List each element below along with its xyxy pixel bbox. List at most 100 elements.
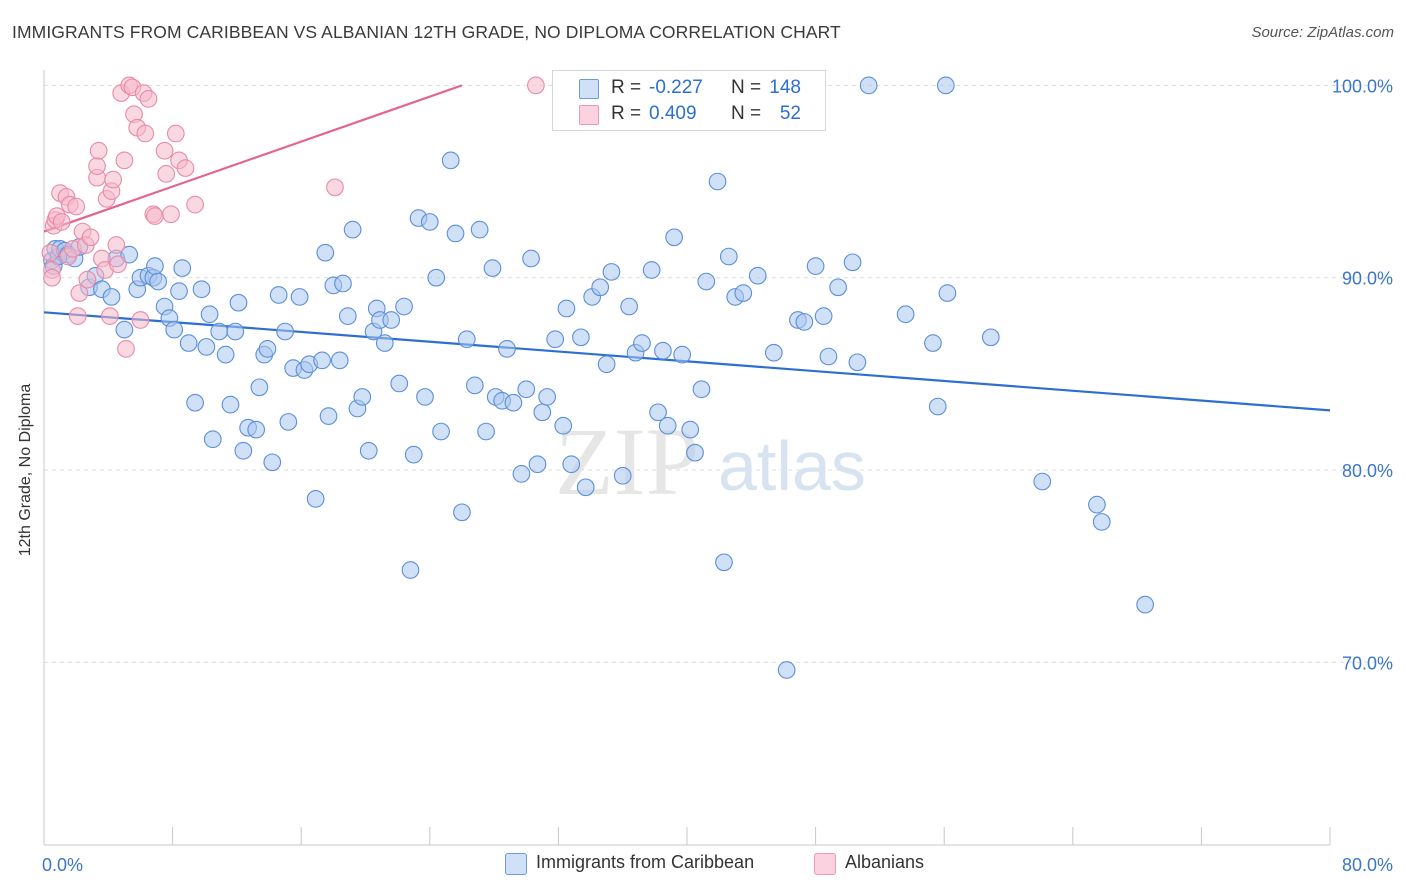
n-value: 52 <box>779 103 801 124</box>
legend-swatch-pink <box>579 105 599 125</box>
albanians-point <box>131 311 150 329</box>
caribbean-point <box>665 228 683 247</box>
albanians-point <box>176 159 195 177</box>
legend-swatch-blue <box>579 79 599 99</box>
caribbean-point <box>1136 595 1154 614</box>
caribbean-point <box>338 307 357 326</box>
x-tick-label: 80.0% <box>1342 855 1393 875</box>
albanians-point <box>162 205 180 224</box>
caribbean-point <box>938 284 957 302</box>
caribbean-point <box>512 464 531 483</box>
caribbean-point <box>319 407 338 426</box>
caribbean-point <box>203 430 222 449</box>
caribbean-point <box>247 420 266 439</box>
albanians-point <box>78 270 97 289</box>
legend-row-caribbean: R = -0.227 N = 148 <box>553 75 825 101</box>
caribbean-point <box>390 374 409 393</box>
caribbean-point <box>382 311 401 329</box>
caribbean-point <box>658 416 677 435</box>
caribbean-point <box>316 243 335 262</box>
albanians-point <box>117 339 135 358</box>
albanians-point <box>186 195 204 214</box>
albanians-point <box>109 255 127 274</box>
axes <box>43 70 1331 846</box>
r-value: 0.409 <box>649 103 697 124</box>
watermark: ZIP atlas <box>555 408 866 515</box>
caribbean-point <box>401 561 420 579</box>
n-label: N = <box>731 103 762 124</box>
caribbean-point <box>457 330 476 349</box>
caribbean-point <box>859 76 878 95</box>
caribbean-point <box>200 305 219 324</box>
caribbean-point <box>498 339 516 358</box>
caribbean-point <box>591 278 610 297</box>
y-tick-label: 80.0% <box>1342 461 1393 481</box>
x-tick-label: 0.0% <box>42 855 83 875</box>
caribbean-point <box>734 284 753 302</box>
caribbean-point <box>234 441 253 460</box>
caribbean-point <box>427 268 446 287</box>
caribbean-point <box>250 378 269 397</box>
caribbean-point <box>465 376 484 395</box>
caribbean-point <box>748 266 767 285</box>
caribbean-point <box>210 322 229 341</box>
caribbean-point <box>654 341 672 360</box>
caribbean-point <box>226 322 245 341</box>
caribbean-point <box>334 274 352 293</box>
caribbean-point <box>504 393 523 412</box>
albanians-point <box>104 170 122 189</box>
caribbean-point <box>517 380 536 399</box>
caribbean-point <box>538 388 556 406</box>
caribbean-point <box>170 282 188 301</box>
caribbean-point <box>764 343 783 362</box>
caribbean-point <box>928 397 947 416</box>
legend-row-albanians: R = 0.409 N = 52 <box>553 101 825 127</box>
caribbean-point <box>432 422 450 441</box>
caribbean-point <box>936 76 955 95</box>
albanians-point <box>89 141 108 160</box>
albanians-point <box>527 76 545 95</box>
caribbean-point <box>404 445 423 464</box>
trend-line-albanians <box>43 84 463 233</box>
caribbean-point <box>343 220 362 239</box>
series-legend: Immigrants from Caribbean Albanians <box>0 850 1406 880</box>
albanians-point <box>326 178 344 197</box>
caribbean-point <box>692 380 711 399</box>
caribbean-point <box>981 328 1000 347</box>
caribbean-point <box>673 345 692 364</box>
caribbean-point <box>186 393 204 412</box>
caribbean-point <box>806 257 825 276</box>
caribbean-point <box>1088 495 1106 514</box>
caribbean-point <box>528 455 547 474</box>
caribbean-point <box>306 489 325 508</box>
albanians-point <box>146 207 164 226</box>
caribbean-point <box>330 351 349 370</box>
r-label: R = <box>611 77 642 98</box>
caribbean-point <box>149 272 167 291</box>
caribbean-point <box>613 466 632 485</box>
series-caribbean-points <box>43 76 1154 679</box>
caribbean-point <box>642 261 661 279</box>
albanians-point <box>101 307 119 326</box>
x-tick-labels: 0.0% 80.0% <box>42 855 1393 875</box>
caribbean-point <box>620 297 638 316</box>
watermark-atlas: atlas <box>718 427 866 505</box>
albanians-point <box>157 164 176 183</box>
albanians-point <box>136 124 155 143</box>
caribbean-point <box>562 455 581 474</box>
caribbean-point <box>1033 472 1052 491</box>
caribbean-point <box>597 355 616 374</box>
y-tick-labels: 70.0% 80.0% 90.0% 100.0% <box>1332 76 1393 673</box>
legend-label: Albanians <box>845 852 925 872</box>
caribbean-point <box>848 353 867 372</box>
caribbean-point <box>441 151 460 170</box>
caribbean-point <box>359 441 378 460</box>
caribbean-point <box>263 453 282 472</box>
caribbean-point <box>708 172 727 191</box>
caribbean-point <box>843 253 862 272</box>
albanians-point <box>155 141 174 160</box>
r-label: R = <box>611 103 642 124</box>
caribbean-point <box>554 416 573 435</box>
caribbean-point <box>795 313 814 331</box>
r-value: -0.227 <box>649 77 703 98</box>
